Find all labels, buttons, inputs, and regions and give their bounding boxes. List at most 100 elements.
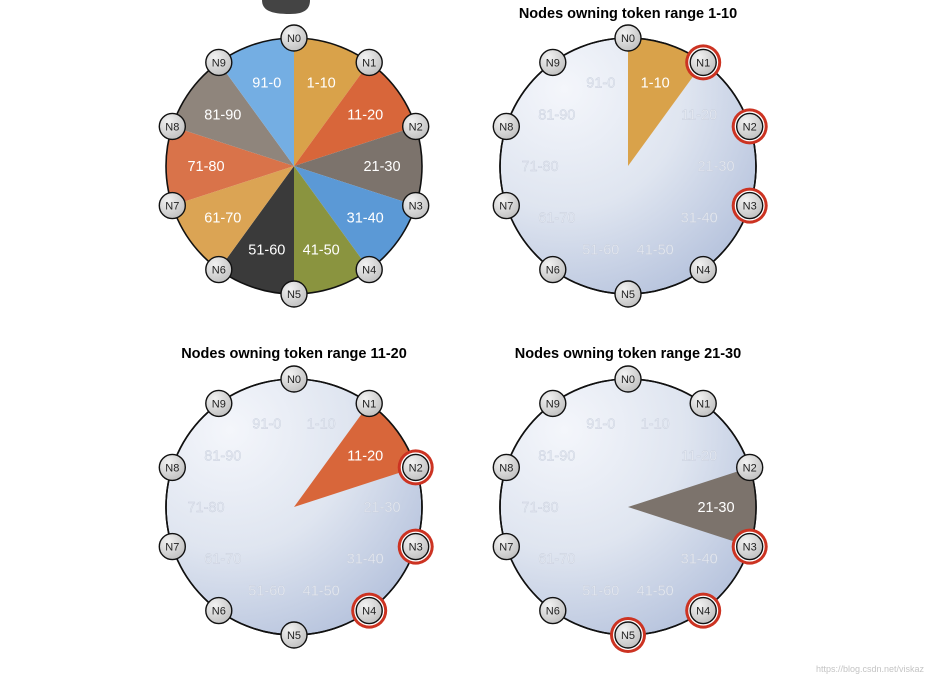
node-label: N3	[743, 201, 757, 213]
node-label: N4	[362, 606, 376, 618]
range-label: 11-20	[681, 448, 717, 464]
range-label: 81-90	[538, 107, 575, 123]
cropped-top-shape	[262, 0, 310, 14]
range-label: 21-30	[363, 500, 400, 516]
highlighted-range-segment	[628, 38, 704, 166]
range-segment-21-30	[294, 126, 423, 206]
node-n2: N2	[731, 108, 768, 145]
node-label: N2	[743, 462, 757, 474]
node-label: N2	[743, 121, 757, 133]
node-n1: N1	[355, 389, 383, 418]
range-label: 11-20	[347, 107, 383, 123]
range-label: 61-70	[204, 211, 241, 227]
node-n0: N0	[280, 365, 308, 393]
range-label: 21-30	[363, 159, 400, 175]
node-circle	[689, 596, 717, 625]
range-segment-41-50	[294, 166, 370, 294]
node-label: N1	[696, 57, 710, 69]
range-label: 31-40	[347, 211, 384, 227]
node-circle	[280, 24, 308, 52]
node-n7: N7	[492, 191, 520, 220]
node-circle	[614, 280, 642, 308]
node-circle	[614, 24, 642, 52]
node-n3: N3	[731, 528, 768, 565]
node-label: N6	[212, 265, 226, 277]
range-segment-1-10	[294, 38, 370, 166]
node-label: N9	[212, 398, 226, 410]
range-label: 31-40	[347, 552, 384, 568]
range-label: 1-10	[641, 416, 670, 432]
range-label: 81-90	[204, 448, 241, 464]
range-label: 91-0	[586, 75, 615, 91]
node-label: N6	[546, 606, 560, 618]
range-label: 71-80	[521, 159, 558, 175]
range-label: 1-10	[641, 75, 670, 91]
node-label: N4	[362, 265, 376, 277]
node-label: N8	[499, 121, 513, 133]
node-label: N8	[499, 462, 513, 474]
node-n6: N6	[205, 255, 233, 284]
node-circle	[492, 191, 520, 220]
range-label: 21-30	[697, 159, 734, 175]
node-n0: N0	[280, 24, 308, 52]
node-n2: N2	[736, 453, 764, 482]
node-circle	[736, 112, 764, 141]
ring-panel-4: Nodes owning token range 21-30 1-10 11-20 2…	[492, 346, 768, 653]
node-label: N8	[165, 121, 179, 133]
node-circle	[355, 389, 383, 418]
node-circle	[492, 532, 520, 561]
node-label: N7	[499, 542, 513, 554]
node-circle	[355, 255, 383, 284]
node-circle	[539, 48, 567, 77]
node-label: N0	[287, 374, 301, 386]
node-circle	[280, 621, 308, 649]
node-n9: N9	[205, 389, 233, 418]
range-label: 11-20	[347, 448, 383, 464]
node-n3: N3	[731, 187, 768, 224]
range-segment-61-70	[172, 166, 294, 270]
range-label: 41-50	[303, 584, 340, 600]
node-circle	[539, 255, 567, 284]
node-label: N1	[696, 398, 710, 410]
range-label: 71-80	[521, 500, 558, 516]
node-n5: N5	[614, 280, 642, 308]
highlighted-range-segment	[628, 467, 757, 547]
range-label: 51-60	[582, 584, 619, 600]
node-n4: N4	[685, 592, 722, 629]
node-n4: N4	[689, 255, 717, 284]
node-n5: N5	[610, 617, 646, 653]
node-circle	[492, 453, 520, 482]
range-label: 91-0	[252, 416, 281, 432]
node-label: N4	[696, 265, 710, 277]
node-label: N3	[409, 542, 423, 554]
node-label: N9	[546, 57, 560, 69]
node-n2: N2	[402, 112, 430, 141]
node-label: N8	[165, 462, 179, 474]
node-label: N1	[362, 398, 376, 410]
node-label: N5	[287, 630, 301, 642]
node-label: N3	[743, 542, 757, 554]
range-segment-51-60	[218, 166, 294, 294]
node-n3: N3	[402, 191, 430, 220]
range-label: 61-70	[538, 211, 575, 227]
node-circle	[736, 453, 764, 482]
node-circle	[539, 596, 567, 625]
node-label: N5	[621, 289, 635, 301]
range-label: 21-30	[697, 500, 734, 516]
range-label: 41-50	[303, 243, 340, 259]
node-label: N0	[621, 374, 635, 386]
node-n0: N0	[614, 24, 642, 52]
node-circle	[736, 191, 764, 220]
node-circle	[689, 389, 717, 418]
node-label: N0	[621, 33, 635, 45]
range-label: 51-60	[582, 243, 619, 259]
range-segment-11-20	[294, 62, 416, 167]
node-circle	[402, 112, 430, 141]
node-circle	[689, 255, 717, 284]
node-n0: N0	[614, 365, 642, 393]
range-label: 1-10	[307, 416, 336, 432]
panel-title: Nodes owning token range 11-20	[181, 346, 407, 362]
node-label: N0	[287, 33, 301, 45]
node-circle	[614, 365, 642, 393]
